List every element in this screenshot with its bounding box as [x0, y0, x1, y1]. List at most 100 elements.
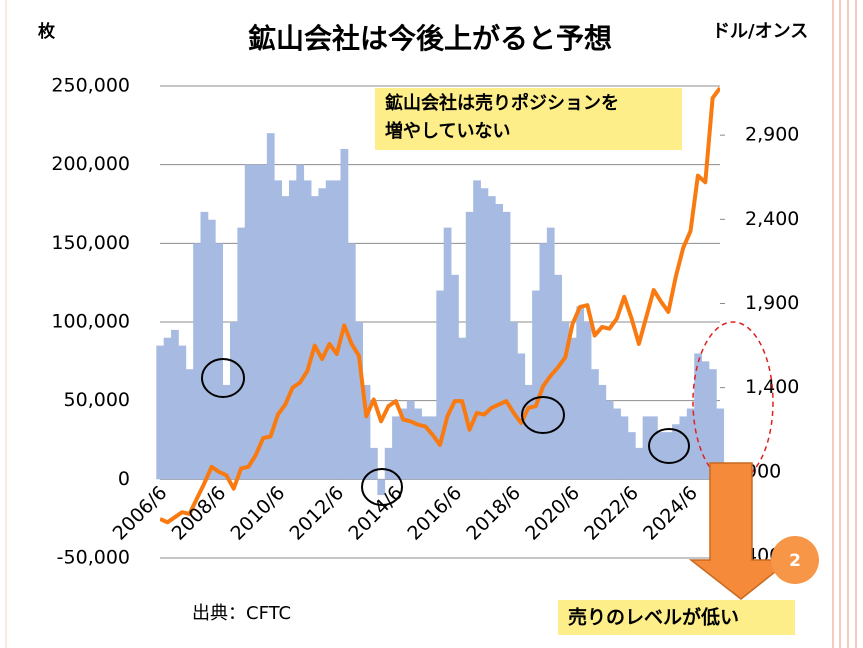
bar — [650, 416, 658, 480]
bar — [414, 408, 422, 480]
bar — [524, 384, 533, 480]
bar — [686, 408, 695, 480]
bar — [554, 274, 562, 480]
annotation-box — [375, 88, 682, 150]
plot-area: -50,000 0 50,000 100,000 150,000 200,000 250,0… — [51, 75, 799, 569]
page-number-badge — [771, 536, 819, 584]
bar — [222, 384, 231, 480]
bar — [583, 322, 592, 480]
bar — [252, 164, 260, 480]
bar — [568, 337, 577, 480]
bar — [451, 274, 459, 480]
bar — [480, 188, 489, 480]
bar — [605, 400, 614, 480]
bar — [664, 432, 673, 480]
bar — [598, 384, 607, 480]
bar — [672, 424, 680, 480]
y-tick-label: 150,000 — [51, 232, 130, 254]
bar — [546, 227, 555, 480]
bar — [230, 322, 238, 480]
y-tick-label: 0 — [118, 468, 130, 490]
y-tick-label: 250,000 — [51, 75, 130, 97]
bar — [591, 369, 599, 480]
bar — [436, 290, 445, 480]
y-tick-label: 200,000 — [51, 153, 130, 175]
bar — [443, 227, 452, 480]
y2-tick-label: 900 — [745, 460, 781, 482]
bar — [620, 416, 629, 480]
bar — [495, 204, 504, 480]
line — [160, 86, 720, 525]
bar — [576, 306, 585, 480]
y-axis-label: 枚 — [38, 21, 56, 42]
bar — [185, 369, 194, 480]
bar — [701, 361, 710, 480]
bar — [406, 400, 415, 480]
bar — [421, 416, 430, 480]
annotation: 鉱山会社は売りポジションを — [385, 92, 619, 114]
bar — [708, 369, 717, 480]
y2-tick-label: 2,900 — [745, 124, 799, 146]
bar — [288, 180, 297, 480]
bar — [716, 408, 725, 480]
bar — [200, 211, 209, 480]
bar — [237, 227, 246, 480]
bar — [502, 211, 511, 480]
bar — [392, 416, 400, 480]
bar — [539, 243, 548, 480]
bar — [163, 337, 172, 480]
bar — [266, 133, 275, 480]
bar — [635, 447, 644, 480]
bar — [428, 416, 437, 480]
bar — [244, 164, 253, 480]
bar — [399, 408, 408, 480]
chart-title: 鉱山会社は今後上がると予想 — [248, 22, 612, 55]
bar — [156, 345, 165, 480]
y-tick-label: 100,000 — [51, 311, 130, 333]
annotation: 増やしていない — [385, 120, 510, 142]
bar — [171, 329, 179, 480]
bar — [473, 180, 481, 480]
bar — [377, 479, 386, 496]
bar — [311, 196, 319, 480]
down-arrow — [688, 462, 793, 600]
bar — [274, 180, 282, 480]
highlight-ellipse — [692, 321, 774, 483]
bar — [303, 180, 312, 480]
callout-box — [558, 600, 795, 635]
bar — [362, 384, 371, 480]
bar — [370, 447, 378, 480]
bar — [561, 322, 570, 480]
bar — [487, 196, 496, 480]
bar — [532, 290, 540, 480]
bar — [627, 432, 636, 480]
bar — [465, 211, 474, 480]
bar — [281, 196, 290, 480]
bar — [340, 148, 349, 480]
source: 出典：CFTC — [192, 603, 291, 624]
bar — [296, 164, 305, 480]
bar — [207, 219, 216, 480]
y2-tick-label: 2,400 — [745, 208, 799, 230]
bar — [333, 180, 341, 480]
bar — [325, 180, 334, 480]
y-tick-label: -50,000 — [57, 547, 130, 569]
bar — [259, 164, 268, 480]
bar — [347, 243, 356, 480]
bar — [694, 353, 702, 480]
y2-tick-label: 1,900 — [745, 292, 799, 314]
y2-axis-label: ドル/オンス — [712, 21, 808, 42]
bar — [193, 243, 201, 480]
bar — [384, 447, 393, 480]
slide-border — [5, 0, 857, 648]
bar — [657, 432, 666, 480]
bar — [318, 188, 327, 480]
bar — [178, 345, 187, 480]
bar — [510, 322, 518, 480]
y-tick-label: 50,000 — [64, 389, 130, 411]
highlight-circles — [201, 358, 690, 506]
bar — [679, 416, 688, 480]
bar — [355, 322, 364, 480]
bar — [642, 416, 651, 480]
